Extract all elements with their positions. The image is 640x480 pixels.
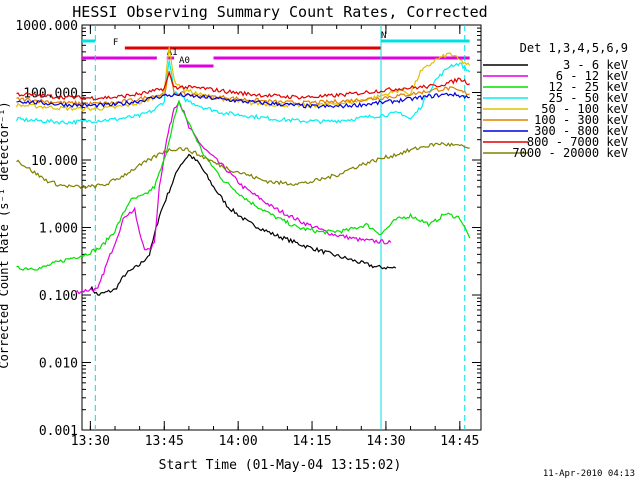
legend-entry: 6 - 12 keV (556, 69, 628, 83)
flag-label-a0: A0 (179, 56, 190, 66)
legend-entry: 800 - 7000 keV (527, 135, 628, 149)
footer-timestamp: 11-Apr-2010 04:13 (543, 469, 635, 479)
x-tick-label: 14:15 (292, 434, 331, 449)
x-tick-label: 14:00 (219, 434, 258, 449)
legend-title: Det 1,3,4,5,6,9 (520, 41, 628, 55)
y-tick-label: 100.000 (23, 87, 78, 102)
x-axis-label: Start Time (01-May-04 13:15:02) (159, 458, 402, 473)
legend-entry: 3 - 6 keV (563, 58, 628, 72)
flag-label-n: N (381, 31, 386, 41)
series-line-800-7000-keV (16, 71, 471, 101)
legend-entry: 50 - 100 keV (541, 102, 628, 116)
y-axis-label: Corrected Count Rate (s⁻¹ detector⁻¹) (0, 101, 11, 368)
series-line-300-800-keV (16, 91, 470, 109)
plot-frame (81, 24, 482, 431)
series-line-3-6-keV (89, 153, 397, 296)
y-tick-label: 10.000 (31, 154, 78, 169)
x-tick-label: 13:30 (71, 434, 110, 449)
y-tick-label: 0.100 (39, 289, 78, 304)
x-tick-label: 14:45 (440, 434, 479, 449)
series-line-100-300-keV (16, 70, 470, 107)
series-line-25-50-keV (15, 60, 471, 126)
series-line-12-25-keV (16, 99, 471, 271)
plot-area: 1000.000 100.000 10.000 1.000 0.100 0.010 0.00… (15, 19, 628, 449)
flag-label-a1: A1 (167, 48, 178, 58)
y-tick-label: 1000.000 (15, 19, 78, 34)
legend-entry: 25 - 50 keV (549, 91, 628, 105)
legend-entry: 300 - 800 keV (534, 124, 628, 138)
series-line-7000-20000-keV (16, 141, 470, 190)
legend-entry: 12 - 25 keV (549, 80, 628, 94)
x-tick-label: 13:45 (145, 434, 184, 449)
y-tick-label: 0.001 (39, 424, 78, 439)
chart-title: HESSI Observing Summary Count Rates, Cor… (72, 3, 487, 21)
legend-entry: 7000 - 20000 keV (512, 146, 628, 160)
series-line-6-12-keV (75, 99, 392, 295)
y-tick-label: 1.000 (39, 222, 78, 237)
x-tick-label: 14:30 (366, 434, 405, 449)
legend-entry: 100 - 300 keV (534, 113, 628, 127)
y-tick-label: 0.010 (39, 357, 78, 372)
flag-label-f: F (113, 38, 118, 48)
